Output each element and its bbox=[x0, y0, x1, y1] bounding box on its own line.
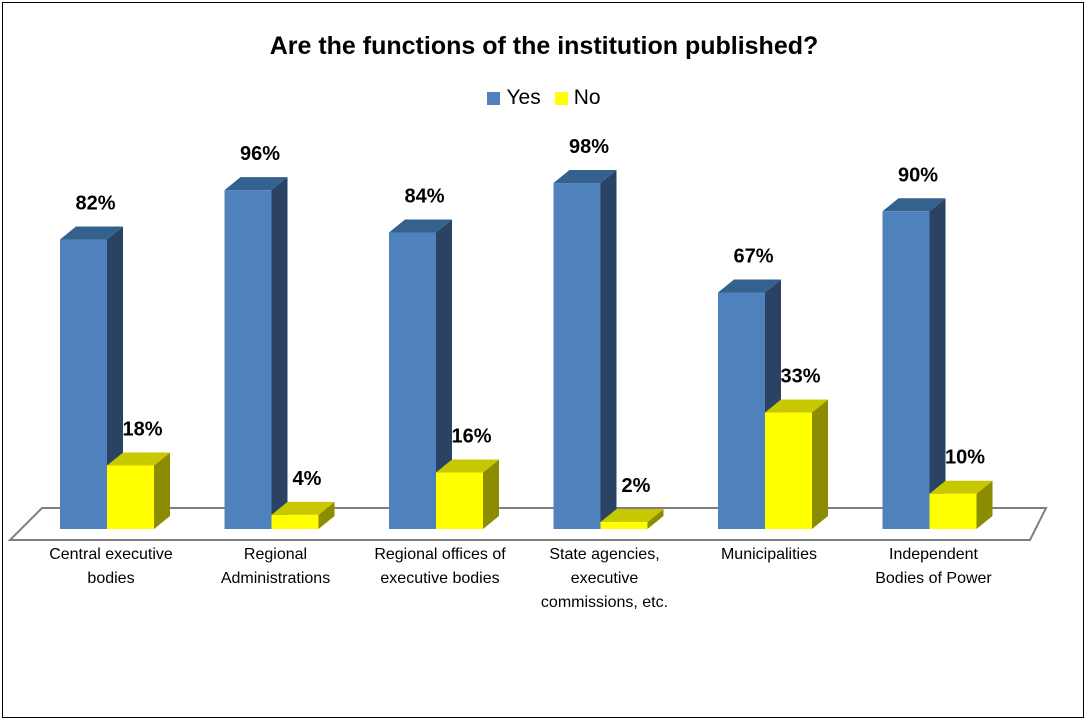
bar-side bbox=[812, 399, 828, 529]
bar-front bbox=[389, 232, 436, 530]
data-label-no-5: 10% bbox=[945, 447, 985, 469]
bar-front bbox=[929, 493, 977, 529]
bar-front bbox=[107, 465, 154, 529]
bar-front bbox=[271, 514, 319, 529]
category-label-line: Administrations bbox=[220, 570, 331, 587]
bar-no-0 bbox=[107, 452, 170, 529]
bar-side bbox=[271, 177, 288, 529]
bar-yes-1 bbox=[224, 177, 288, 529]
bar-side bbox=[318, 501, 335, 529]
bar-top bbox=[107, 452, 170, 466]
bar-no-5 bbox=[929, 480, 993, 529]
legend-swatch-yes bbox=[487, 91, 501, 105]
data-label-no-2: 16% bbox=[451, 426, 491, 448]
category-label-line: Central executive bbox=[49, 546, 173, 563]
data-label-yes-4: 67% bbox=[733, 245, 773, 267]
category-label-line: State agencies, bbox=[549, 546, 660, 563]
legend-label-yes: Yes bbox=[506, 86, 541, 109]
bar-top bbox=[600, 508, 664, 522]
bar-no-3 bbox=[600, 508, 664, 529]
bar-top bbox=[553, 170, 617, 184]
bar-side bbox=[436, 219, 452, 530]
bar-top bbox=[882, 198, 946, 212]
bar-side bbox=[154, 452, 170, 529]
bar-top bbox=[60, 226, 123, 240]
bar-no-4 bbox=[765, 399, 828, 529]
bar-side bbox=[929, 198, 946, 530]
category-label: Regional offices of executive bodies bbox=[365, 543, 515, 591]
category-label-line: bodies bbox=[87, 570, 135, 587]
bar-front bbox=[600, 521, 648, 529]
category-label-line: Regional bbox=[243, 546, 308, 563]
data-label-yes-1: 96% bbox=[240, 143, 280, 165]
bar-top bbox=[929, 480, 993, 494]
legend-label-no: No bbox=[573, 86, 601, 109]
data-label-no-0: 18% bbox=[122, 418, 162, 440]
bar-front bbox=[60, 239, 107, 530]
data-label-yes-3: 98% bbox=[569, 136, 609, 158]
bar-top bbox=[389, 219, 452, 233]
category-label-line: Regional offices of bbox=[374, 546, 506, 563]
data-label-yes-5: 90% bbox=[898, 164, 938, 186]
bar-side bbox=[976, 480, 993, 529]
bar-front bbox=[765, 412, 812, 529]
bar-top bbox=[224, 177, 288, 191]
category-label: Municipalities bbox=[694, 543, 844, 567]
data-label-yes-2: 84% bbox=[404, 185, 444, 207]
bar-side bbox=[483, 459, 499, 529]
data-label-no-3: 2% bbox=[622, 475, 651, 497]
category-label: Central executive bodies bbox=[36, 543, 186, 591]
bar-side bbox=[647, 508, 664, 529]
category-label-line: executive bbox=[570, 570, 639, 587]
bar-front bbox=[436, 472, 483, 529]
bar-yes-5 bbox=[882, 198, 946, 530]
bar-front bbox=[224, 190, 272, 529]
bar-top bbox=[436, 459, 499, 473]
bar-top bbox=[718, 279, 781, 293]
chart-legend: Yes No bbox=[0, 86, 1088, 110]
category-label: Regional Administrations bbox=[201, 543, 351, 591]
category-label-line: commissions, etc. bbox=[540, 594, 669, 611]
legend-swatch-no bbox=[554, 91, 568, 105]
bar-top bbox=[271, 501, 335, 515]
bar-yes-3 bbox=[553, 170, 617, 529]
bar-front bbox=[718, 292, 765, 529]
bar-side bbox=[600, 170, 617, 529]
bar-side bbox=[107, 226, 123, 530]
bar-front bbox=[553, 183, 601, 529]
bar-front bbox=[882, 211, 930, 530]
category-label: Independent Bodies of Power bbox=[859, 543, 1009, 591]
legend-item-no: No bbox=[554, 86, 601, 110]
chart-title: Are the functions of the institution pub… bbox=[269, 32, 819, 60]
category-label-line: Bodies of Power bbox=[875, 570, 992, 587]
legend-item-yes: Yes bbox=[487, 86, 541, 110]
category-label-line: executive bodies bbox=[380, 570, 500, 587]
category-label: State agencies, executive commissions, etc… bbox=[530, 543, 680, 615]
data-label-yes-0: 82% bbox=[75, 193, 115, 215]
bar-yes-0 bbox=[60, 226, 123, 530]
data-label-no-4: 33% bbox=[780, 366, 820, 388]
category-label-line: Municipalities bbox=[720, 546, 818, 563]
category-label-line: Independent bbox=[889, 546, 978, 563]
data-label-no-1: 4% bbox=[293, 468, 322, 490]
bar-no-2 bbox=[436, 459, 499, 529]
bar-top bbox=[765, 399, 828, 413]
bar-no-1 bbox=[271, 501, 335, 529]
bar-yes-2 bbox=[389, 219, 452, 530]
